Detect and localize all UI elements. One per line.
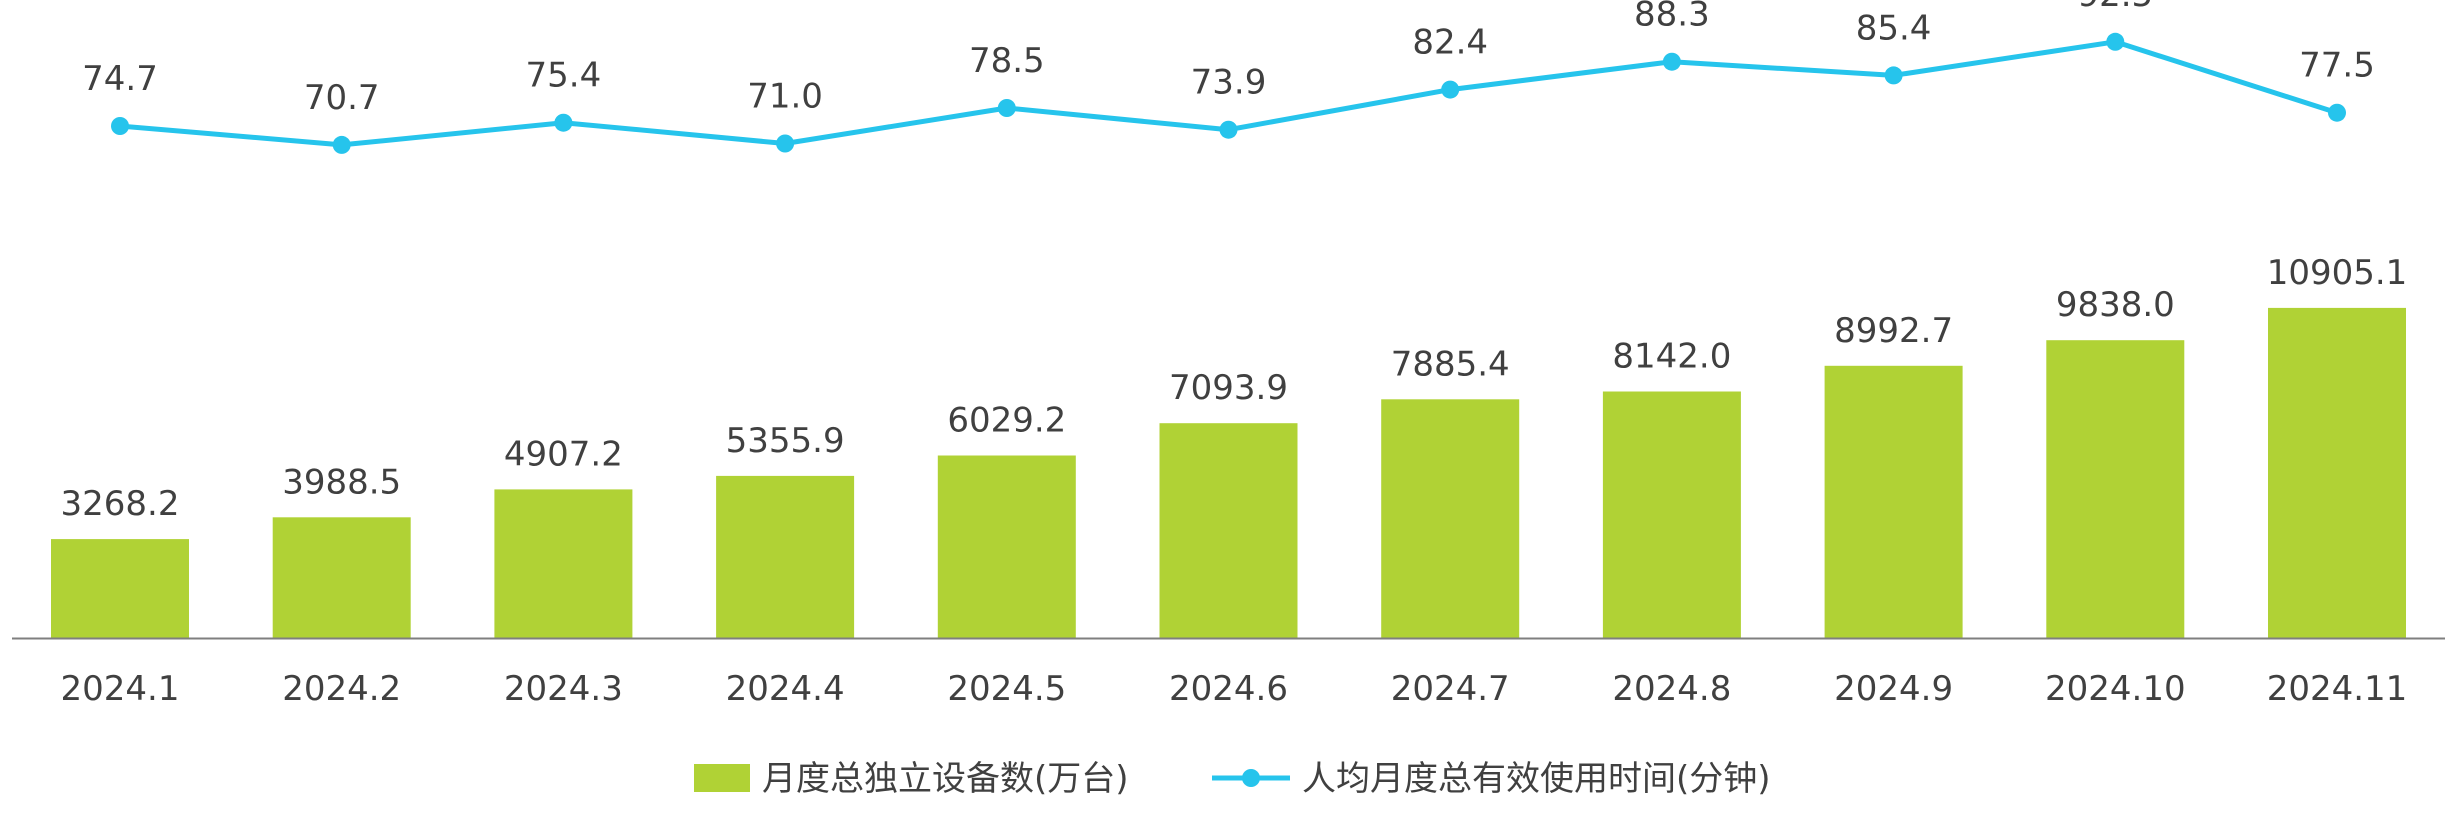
line-point-2024.10 [2106,32,2125,51]
line-point-2024.1 [111,117,129,135]
bar-2024.8 [1602,391,1741,638]
bar-2024.6 [1159,423,1298,638]
line-value-label-2024.9: 85.4 [1856,8,1932,48]
line-value-label-2024.11: 77.5 [2299,46,2375,86]
legend-bar-label: 月度总独立设备数(万台) [762,759,1129,799]
bar-value-label-2024.4: 5355.9 [726,421,845,461]
bar-value-label-2024.6: 7093.9 [1169,368,1288,408]
bar-value-label-2024.1: 3268.2 [61,484,180,524]
line-point-2024.6 [1219,120,1238,139]
bar-value-label-2024.3: 4907.2 [504,434,623,474]
bar-value-label-2024.10: 9838.0 [2056,285,2175,325]
line-value-label-2024.7: 82.4 [1412,23,1488,63]
line-point-2024.9 [1884,66,1903,85]
legend: 月度总独立设备数(万台) 人均月度总有效使用时间(分钟) [694,759,1771,799]
line-value-labels: 74.7 70.7 75.4 71.0 78.5 73.9 82.4 88.3 85.4 92.5… [82,0,2375,118]
line-value-label-2024.1: 74.7 [82,59,158,99]
bar-value-label-2024.8: 8142.0 [1612,337,1731,377]
bar-2024.4 [716,475,855,638]
line-value-label-2024.3: 75.4 [526,56,602,96]
line-point-2024.7 [1441,80,1460,99]
x-axis-tick-labels: 2024.1 2024.2 2024.3 2024.4 2024.5 2024.6 2024… [61,669,2408,709]
bar-value-label-2024.11: 10905.1 [2267,253,2408,293]
line-point-2024.3 [554,113,573,132]
x-tick-label-2024.10: 2024.10 [2045,669,2186,709]
line-value-label-2024.8: 88.3 [1634,0,1710,35]
x-tick-label-2024.2: 2024.2 [282,669,401,709]
bar-2024.2 [272,517,411,638]
legend-bar-swatch [694,764,750,792]
x-tick-label-2024.7: 2024.7 [1391,669,1510,709]
bar-value-label-2024.2: 3988.5 [282,462,401,502]
bar-value-label-2024.5: 6029.2 [947,401,1066,441]
bar-2024.7 [1381,399,1520,638]
x-tick-label-2024.3: 2024.3 [504,669,623,709]
bars-layer [51,307,2406,638]
legend-line-marker [1242,769,1260,787]
line-value-label-2024.6: 73.9 [1191,63,1267,103]
line-point-2024.11 [2328,103,2346,122]
bar-value-labels: 3268.2 3988.5 4907.2 5355.9 6029.2 7093.9 7885… [61,253,2408,524]
x-tick-label-2024.8: 2024.8 [1612,669,1731,709]
bar-2024.5 [937,455,1076,638]
line-value-label-2024.10: 92.5 [2077,0,2153,15]
x-tick-label-2024.4: 2024.4 [726,669,845,709]
line-value-label-2024.2: 70.7 [304,78,380,118]
line-point-2024.8 [1662,52,1681,71]
bar-2024.3 [494,489,633,638]
x-tick-label-2024.11: 2024.11 [2267,669,2408,709]
bar-2024.11 [2268,307,2406,638]
x-tick-label-2024.6: 2024.6 [1169,669,1288,709]
x-tick-label-2024.1: 2024.1 [61,669,180,709]
x-tick-label-2024.9: 2024.9 [1834,669,1953,709]
bar-value-label-2024.7: 7885.4 [1391,344,1510,384]
line-point-2024.5 [997,99,1016,117]
bar-2024.9 [1824,365,1963,638]
bar-2024.10 [2046,340,2185,638]
line-series-layer [111,32,2346,154]
legend-line-label: 人均月度总有效使用时间(分钟) [1302,759,1771,799]
line-point-2024.4 [776,134,795,153]
bar-2024.1 [51,539,189,638]
x-tick-label-2024.5: 2024.5 [947,669,1066,709]
line-value-label-2024.4: 71.0 [747,77,823,117]
line-value-label-2024.5: 78.5 [969,41,1045,81]
line-point-2024.2 [332,135,351,154]
bar-value-label-2024.9: 8992.7 [1834,311,1953,351]
